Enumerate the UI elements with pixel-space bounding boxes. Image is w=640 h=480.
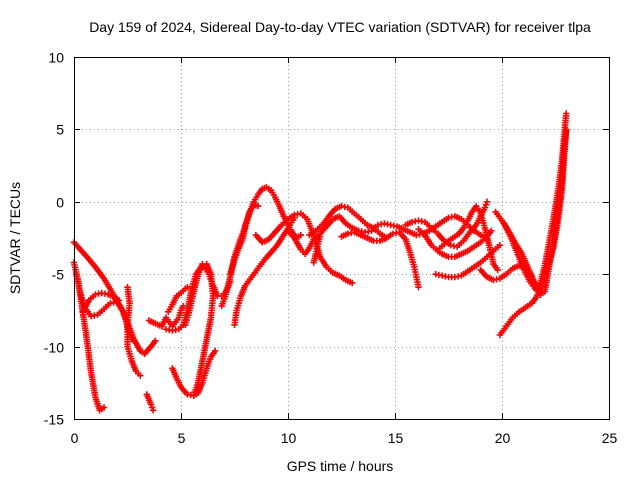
data-point (496, 242, 504, 249)
series-arc-14 (231, 214, 298, 329)
data-point (137, 372, 144, 379)
x-tick-label: 5 (178, 430, 186, 446)
data-point (169, 327, 176, 334)
data-point (483, 198, 491, 205)
data-point (190, 391, 197, 398)
data-point (563, 110, 570, 117)
series-arc-16 (284, 213, 491, 258)
data-point (184, 284, 191, 291)
series-arc-15 (252, 210, 356, 287)
series-arc-5 (79, 289, 123, 315)
data-point (212, 347, 219, 355)
y-tick-label: 5 (56, 122, 64, 138)
data-point (349, 279, 356, 287)
data-point (254, 202, 262, 210)
series-arc-27 (500, 110, 570, 294)
x-axis-label: GPS time / hours (287, 458, 394, 474)
series-arc-4 (124, 284, 144, 379)
points-layer (70, 110, 570, 414)
data-point (415, 284, 422, 291)
data-point (297, 231, 304, 239)
data-point (150, 407, 157, 414)
series-arc-20 (402, 198, 491, 250)
series-arc-1 (70, 259, 108, 414)
data-point (494, 266, 501, 274)
series-arc-7 (143, 391, 157, 414)
y-axis-label: SDTVAR / TECUs (7, 182, 23, 294)
x-tick-label: 25 (602, 430, 618, 446)
data-point (115, 297, 123, 304)
x-tick-label: 15 (388, 430, 404, 446)
series-arc-19 (338, 229, 422, 291)
data-point (166, 326, 173, 334)
y-tick-label: -10 (44, 340, 64, 356)
y-tick-label: -15 (44, 412, 64, 428)
data-point (152, 337, 159, 344)
x-tick-label: 0 (71, 430, 79, 446)
x-tick-label: 20 (495, 430, 511, 446)
grid-layer (74, 57, 609, 419)
plot-frame (74, 57, 610, 420)
x-tick-label: 10 (281, 430, 297, 446)
y-tick-label: 0 (56, 195, 64, 211)
data-point (100, 404, 108, 411)
data-point (488, 227, 495, 234)
chart-title: Day 159 of 2024, Sidereal Day-to-day VTE… (89, 19, 591, 35)
series-arc-11 (182, 260, 217, 398)
series-arc-23 (436, 202, 501, 274)
data-point (107, 300, 114, 307)
series-arc-17 (306, 202, 390, 242)
y-tick-label: 10 (48, 50, 64, 66)
series-arc-6 (145, 302, 187, 330)
series-arc-13 (218, 201, 262, 310)
series-arc-18 (310, 233, 324, 266)
data-point (316, 233, 324, 240)
series-arc-8 (165, 284, 191, 315)
y-tick-label: -5 (52, 267, 65, 283)
